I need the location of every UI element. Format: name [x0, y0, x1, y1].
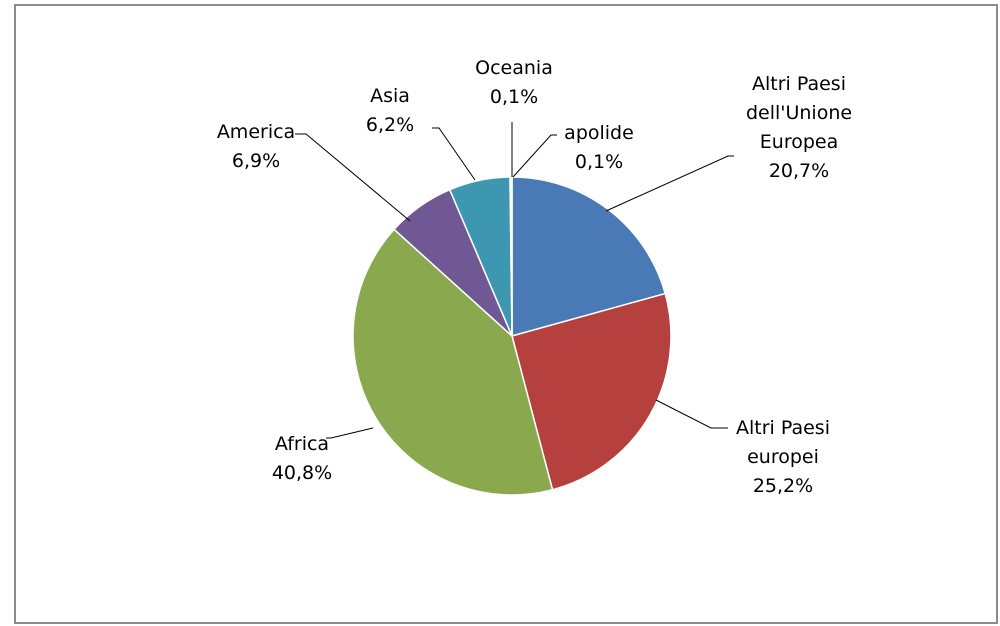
- slice-category-label: America: [217, 121, 295, 143]
- slice-value-label: 0,1%: [490, 86, 538, 108]
- slice-label-4: Asia 6,2%: [366, 85, 414, 136]
- slice-category-label: Oceania: [475, 57, 553, 79]
- slice-label-3: America 6,9%: [217, 121, 295, 172]
- leader-line-3: [295, 133, 411, 222]
- pie-slices: [352, 176, 672, 496]
- slice-category-label: Altri Paesi: [752, 73, 846, 95]
- slice-label-5: Oceania 0,1%: [475, 57, 553, 108]
- slice-value-label: 40,8%: [272, 462, 332, 484]
- slice-category-label: apolide: [564, 122, 634, 144]
- pie-slice-1: [511, 292, 672, 491]
- slice-category-label: Asia: [370, 85, 410, 107]
- slice-category-label: dell'Unione: [746, 102, 852, 124]
- slice-category-label: Altri Paesi: [736, 417, 830, 439]
- slice-value-label: 6,9%: [232, 150, 280, 172]
- slice-value-label: 6,2%: [366, 114, 414, 136]
- pie-chart: Altri Paesi dell'Unione Europea 20,7%Altri …: [217, 57, 852, 497]
- slice-value-label: 20,7%: [769, 160, 829, 182]
- slice-label-1: Altri Paesi europei 25,2%: [736, 417, 830, 497]
- slice-label-2: Africa 40,8%: [272, 433, 332, 484]
- leader-line-4: [432, 127, 476, 181]
- leader-line-1: [655, 399, 728, 429]
- slice-category-label: europei: [747, 446, 819, 468]
- leader-lines: [295, 122, 734, 439]
- pie-slice-2: [352, 228, 554, 496]
- leader-line-2: [326, 427, 374, 439]
- chart-frame: Altri Paesi dell'Unione Europea 20,7% Altri …: [14, 4, 998, 624]
- slice-value-label: 25,2%: [753, 475, 813, 497]
- data-labels: Altri Paesi dell'Unione Europea 20,7%Altri …: [217, 57, 852, 497]
- slice-category-label: Europea: [760, 131, 838, 153]
- leader-line-0: [605, 155, 734, 212]
- slice-category-label: Africa: [275, 433, 329, 455]
- pie-slice-6: [510, 176, 513, 337]
- leader-line-6: [512, 134, 557, 178]
- slice-value-label: 0,1%: [575, 151, 623, 173]
- slice-label-6: apolide 0,1%: [564, 122, 634, 173]
- slice-label-0: Altri Paesi dell'Unione Europea 20,7%: [746, 73, 852, 182]
